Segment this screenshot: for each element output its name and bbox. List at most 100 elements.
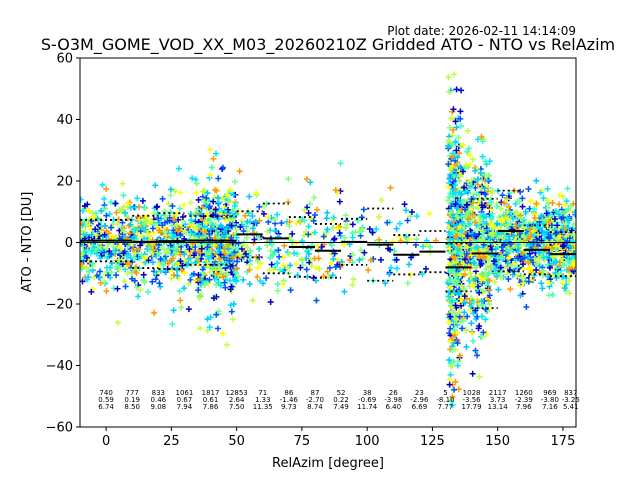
bin-mean-label: -2.70 (306, 396, 324, 404)
scatter-point (467, 303, 474, 310)
scatter-point (493, 203, 500, 210)
scatter-point (256, 217, 263, 224)
scatter-point (391, 247, 398, 254)
scatter-point (514, 198, 521, 205)
scatter-point (460, 317, 467, 324)
scatter-point (452, 346, 459, 353)
bin-mean-label: 0.46 (151, 396, 167, 404)
scatter-point (361, 249, 368, 256)
scatter-point (453, 171, 460, 178)
scatter-point (286, 218, 293, 225)
scatter-point (311, 229, 318, 236)
scatter-point (165, 201, 172, 208)
scatter-point (457, 143, 464, 150)
scatter-point (461, 286, 468, 293)
scatter-point (93, 250, 100, 257)
bin-std-label: 7.49 (333, 403, 349, 411)
scatter-point (549, 238, 556, 245)
scatter-point (451, 327, 458, 334)
scatter-point (97, 229, 104, 236)
scatter-point (267, 247, 274, 254)
bin-std-label: 7.16 (542, 403, 558, 411)
scatter-point (446, 210, 453, 217)
scatter-point (464, 233, 471, 240)
scatter-point (366, 225, 373, 232)
scatter-point (293, 240, 300, 247)
scatter-point (475, 200, 482, 207)
scatter-point (179, 213, 186, 220)
scatter-point (464, 313, 471, 320)
scatter-point (566, 278, 573, 285)
scatter-point (487, 235, 494, 242)
scatter-point (475, 325, 482, 332)
scatter-point (546, 264, 553, 271)
scatter-point (212, 150, 219, 157)
scatter-point (232, 274, 239, 281)
scatter-point (332, 186, 339, 193)
scatter-point (477, 170, 484, 177)
scatter-point (310, 217, 317, 224)
scatter-point (551, 216, 558, 223)
scatter-point (80, 261, 85, 268)
scatter-point (174, 272, 181, 279)
scatter-point (249, 212, 256, 219)
scatter-point (519, 195, 526, 202)
scatter-point (150, 246, 157, 253)
scatter-point (457, 123, 464, 130)
scatter-point (274, 260, 281, 267)
scatter-point (152, 276, 159, 283)
scatter-point (163, 232, 170, 239)
scatter-point (489, 190, 496, 197)
scatter-point (276, 253, 283, 260)
scatter-point (469, 156, 476, 163)
scatter-point (460, 142, 467, 149)
scatter-point (126, 230, 133, 237)
scatter-point (465, 215, 472, 222)
scatter-point (204, 262, 211, 269)
scatter-point (199, 188, 206, 195)
scatter-point (320, 233, 327, 240)
scatter-point (233, 278, 240, 285)
scatter-point (166, 214, 173, 221)
scatter-point (120, 192, 127, 199)
scatter-point (479, 153, 486, 160)
scatter-point (130, 234, 137, 241)
scatter-point (455, 358, 462, 365)
scatter-point (369, 229, 376, 236)
scatter-point (367, 257, 374, 264)
scatter-point (289, 230, 296, 237)
scatter-point (242, 250, 249, 257)
y-tick-label: 0 (65, 236, 73, 251)
scatter-point (171, 261, 178, 268)
scatter-point (123, 213, 130, 220)
scatter-point (157, 267, 164, 274)
scatter-point (240, 228, 247, 235)
scatter-point (452, 139, 459, 146)
scatter-point (472, 167, 479, 174)
scatter-point (473, 222, 480, 229)
scatter-point (108, 269, 115, 276)
scatter-point (525, 259, 532, 266)
bin-std-label: 6.69 (412, 403, 428, 411)
scatter-point (446, 124, 453, 131)
scatter-point (276, 266, 283, 273)
scatter-point (549, 291, 556, 298)
scatter-point (210, 211, 217, 218)
bin-count-label: 1061 (176, 389, 194, 397)
scatter-point (450, 126, 457, 133)
scatter-point (419, 271, 426, 278)
scatter-point (445, 137, 452, 144)
scatter-point (198, 290, 205, 297)
scatter-point (305, 250, 312, 257)
scatter-point (214, 194, 221, 201)
scatter-point (476, 196, 483, 203)
scatter-point (499, 247, 506, 254)
scatter-point (244, 244, 251, 251)
scatter-point (445, 184, 452, 191)
scatter-point (225, 206, 232, 213)
scatter-point (159, 222, 166, 229)
scatter-point (517, 238, 524, 245)
scatter-point (291, 250, 298, 257)
scatter-point (80, 196, 84, 203)
scatter-point (413, 213, 420, 220)
